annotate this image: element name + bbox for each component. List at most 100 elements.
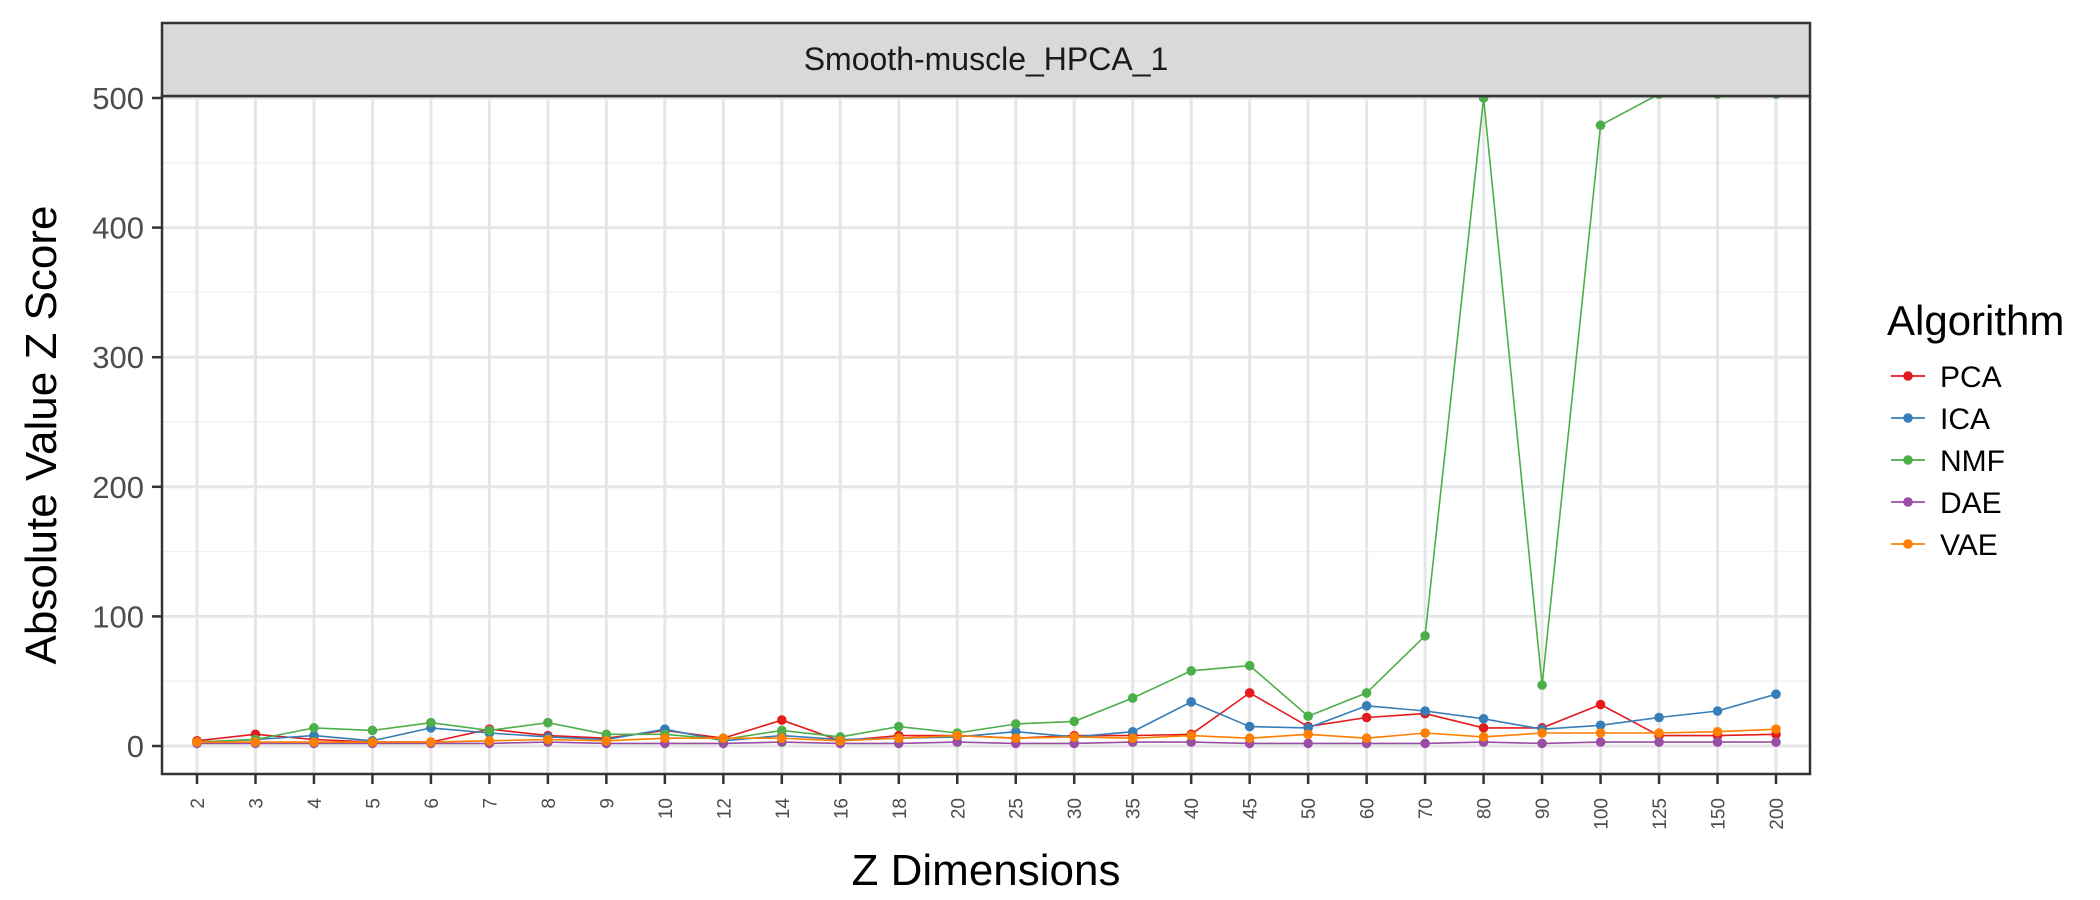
- x-tick-label: 12: [714, 798, 735, 819]
- legend-label-pca: PCA: [1940, 361, 2002, 394]
- x-tick-label: 50: [1299, 798, 1320, 819]
- data-point-vae: [484, 736, 495, 746]
- data-point-ica: [1244, 721, 1255, 732]
- legend-items: PCA ICA NMF DAE VAE: [1891, 361, 2005, 562]
- legend-title: Algorithm: [1887, 297, 2064, 344]
- data-point-vae: [777, 733, 787, 744]
- y-tick-label: 100: [92, 599, 144, 634]
- data-point-ica: [1420, 706, 1430, 716]
- data-point-vae: [192, 737, 202, 747]
- data-point-dae: [1771, 737, 1781, 747]
- data-point-dae: [1712, 737, 1723, 747]
- series-layer: [192, 89, 1781, 749]
- legend-key-point-ica: [1903, 413, 1913, 423]
- data-point-nmf: [1244, 660, 1255, 671]
- data-point-dae: [1420, 738, 1430, 749]
- grid-minor: [162, 162, 1810, 682]
- data-point-nmf: [309, 723, 319, 733]
- x-tick-label: 3: [246, 798, 267, 809]
- x-tick-label: 9: [597, 798, 618, 809]
- x-tick-label: 14: [773, 798, 794, 820]
- y-axis: 0 100 200 300 400 500: [92, 81, 162, 764]
- data-point-vae: [1186, 730, 1196, 741]
- data-point-nmf: [426, 717, 436, 728]
- x-tick-label: 60: [1358, 798, 1379, 819]
- data-point-vae: [1127, 733, 1138, 744]
- data-point-vae: [1595, 728, 1606, 738]
- y-tick-label: 200: [92, 470, 144, 505]
- data-point-nmf: [543, 717, 553, 728]
- data-point-nmf: [1537, 680, 1547, 690]
- facet-title: Smooth-muscle_HPCA_1: [804, 41, 1169, 77]
- data-point-dae: [1654, 737, 1664, 747]
- x-tick-label: 8: [539, 798, 560, 809]
- data-point-vae: [1654, 728, 1664, 738]
- data-point-vae: [1420, 728, 1430, 738]
- x-tick-label: 35: [1124, 798, 1145, 819]
- data-point-dae: [1303, 738, 1313, 749]
- data-point-nmf: [1303, 711, 1313, 721]
- data-point-vae: [893, 733, 904, 744]
- x-tick-label: 90: [1533, 798, 1554, 819]
- data-point-nmf: [1595, 120, 1606, 131]
- data-point-nmf: [1069, 716, 1080, 727]
- data-point-nmf: [1361, 688, 1372, 698]
- x-tick-label: 10: [656, 798, 677, 819]
- data-point-nmf: [1127, 693, 1138, 703]
- legend-key-point-pca: [1903, 371, 1913, 381]
- data-point-pca: [1595, 699, 1606, 710]
- legend-key-point-nmf: [1903, 455, 1913, 465]
- x-tick-label: 30: [1065, 798, 1086, 819]
- data-point-ica: [1712, 706, 1723, 716]
- x-tick-label: 5: [363, 798, 384, 809]
- data-point-vae: [1069, 732, 1080, 742]
- data-point-nmf: [367, 725, 378, 736]
- x-tick-label: 20: [948, 798, 969, 819]
- series-line-vae: [197, 728, 1777, 743]
- legend-label-vae: VAE: [1940, 529, 1998, 562]
- legend-label-nmf: NMF: [1940, 445, 2005, 478]
- data-point-dae: [1595, 737, 1606, 747]
- legend: Algorithm PCA ICA NMF DAE VAE: [1887, 297, 2064, 562]
- x-tick-label: 25: [1007, 798, 1028, 819]
- x-tick-label: 2: [188, 798, 209, 809]
- data-point-vae: [601, 736, 612, 746]
- data-point-vae: [309, 737, 319, 747]
- x-tick-label: 70: [1416, 798, 1437, 819]
- data-point-ica: [1186, 697, 1196, 707]
- data-point-ica: [1595, 720, 1606, 731]
- data-point-pca: [1478, 723, 1489, 733]
- x-tick-label: 4: [305, 798, 326, 809]
- y-axis-label: Absolute Value Z Score: [17, 206, 66, 665]
- data-point-vae: [1244, 733, 1255, 744]
- data-point-vae: [718, 733, 729, 744]
- x-tick-label: 40: [1182, 798, 1203, 819]
- series-line-dae: [197, 741, 1776, 745]
- x-tick-label: 100: [1592, 798, 1613, 830]
- y-tick-label: 0: [127, 729, 144, 764]
- data-point-pca: [1244, 688, 1255, 698]
- data-point-vae: [250, 737, 261, 747]
- x-tick-label: 7: [480, 798, 501, 809]
- x-tick-label: 16: [831, 798, 852, 819]
- grid-major: [162, 96, 1810, 774]
- x-tick-label: 80: [1475, 798, 1496, 819]
- x-tick-label: 45: [1241, 798, 1262, 819]
- data-point-nmf: [484, 725, 495, 736]
- data-point-vae: [835, 736, 846, 746]
- data-point-ica: [1654, 712, 1664, 723]
- data-point-ica: [1478, 713, 1489, 724]
- y-tick-label: 400: [92, 211, 144, 246]
- data-point-vae: [543, 734, 553, 745]
- series-line-nmf: [196, 93, 1776, 743]
- data-point-vae: [1537, 728, 1547, 738]
- data-point-nmf: [1010, 719, 1021, 729]
- data-point-vae: [426, 737, 436, 747]
- data-point-dae: [1537, 738, 1547, 749]
- y-tick-label: 500: [92, 81, 144, 116]
- data-point-vae: [1010, 733, 1021, 744]
- data-point-ica: [1361, 701, 1372, 711]
- data-point-vae: [1361, 733, 1372, 744]
